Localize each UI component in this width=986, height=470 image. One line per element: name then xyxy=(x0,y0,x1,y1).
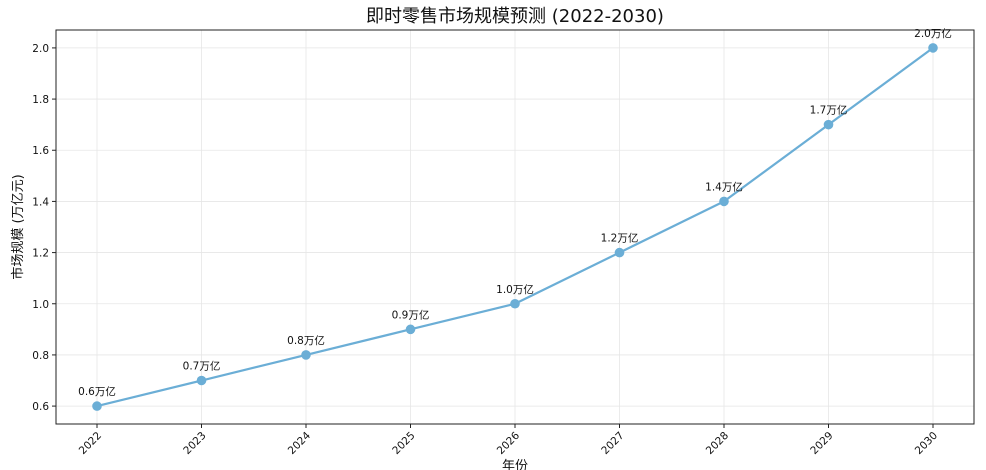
data-point xyxy=(928,43,938,53)
x-tick-label: 2026 xyxy=(495,429,523,457)
x-tick-label: 2028 xyxy=(704,430,731,457)
y-tick-label: 1.0 xyxy=(32,299,49,311)
data-point xyxy=(823,119,834,130)
series xyxy=(92,43,938,411)
data-point xyxy=(614,247,625,258)
data-label: 0.7万亿 xyxy=(183,360,221,373)
data-label: 0.9万亿 xyxy=(392,308,430,321)
x-axis: 2022 2023 2024 2025 2026 2027 2028 2029 2030 xyxy=(77,424,940,457)
y-axis-label: 市场规模 (万亿元) xyxy=(10,174,26,279)
x-tick-label: 2022 xyxy=(77,430,104,457)
data-point xyxy=(196,375,207,386)
y-tick-label: 0.8 xyxy=(32,350,49,362)
grid xyxy=(56,30,974,424)
y-tick-label: 0.6 xyxy=(32,401,49,413)
y-tick-label: 1.8 xyxy=(32,94,49,106)
y-tick-label: 1.2 xyxy=(32,248,49,260)
x-tick-label: 2024 xyxy=(286,429,314,457)
x-tick-label: 2025 xyxy=(390,430,417,457)
data-labels: 0.6万亿 0.7万亿 0.8万亿 0.9万亿 1.0万亿 1.2万亿 1.4万亿 1.7万亿… xyxy=(78,27,952,398)
y-axis: 0.6 0.8 1.0 1.2 1.4 1.6 1.8 2.0 xyxy=(32,43,56,413)
data-label: 1.4万亿 xyxy=(705,180,743,193)
data-point xyxy=(510,298,520,309)
x-tick-label: 2030 xyxy=(913,430,940,457)
y-tick-label: 1.4 xyxy=(32,196,49,208)
data-label: 2.0万亿 xyxy=(914,27,952,40)
data-label: 1.2万亿 xyxy=(601,232,639,245)
x-axis-label: 年份 xyxy=(502,459,528,470)
data-label: 1.7万亿 xyxy=(810,104,848,117)
data-label: 0.6万亿 xyxy=(78,385,116,398)
data-point xyxy=(405,324,416,335)
x-tick-label: 2027 xyxy=(599,430,626,457)
data-point xyxy=(719,196,729,207)
data-point xyxy=(301,350,311,360)
y-tick-label: 2.0 xyxy=(32,43,49,55)
x-tick-label: 2029 xyxy=(808,430,835,457)
data-point xyxy=(92,401,102,411)
x-tick-label: 2023 xyxy=(181,430,208,457)
y-tick-label: 1.6 xyxy=(32,145,49,157)
data-label: 0.8万亿 xyxy=(287,334,325,347)
data-label: 1.0万亿 xyxy=(496,283,534,296)
chart-title: 即时零售市场规模预测 (2022-2030) xyxy=(366,6,664,27)
